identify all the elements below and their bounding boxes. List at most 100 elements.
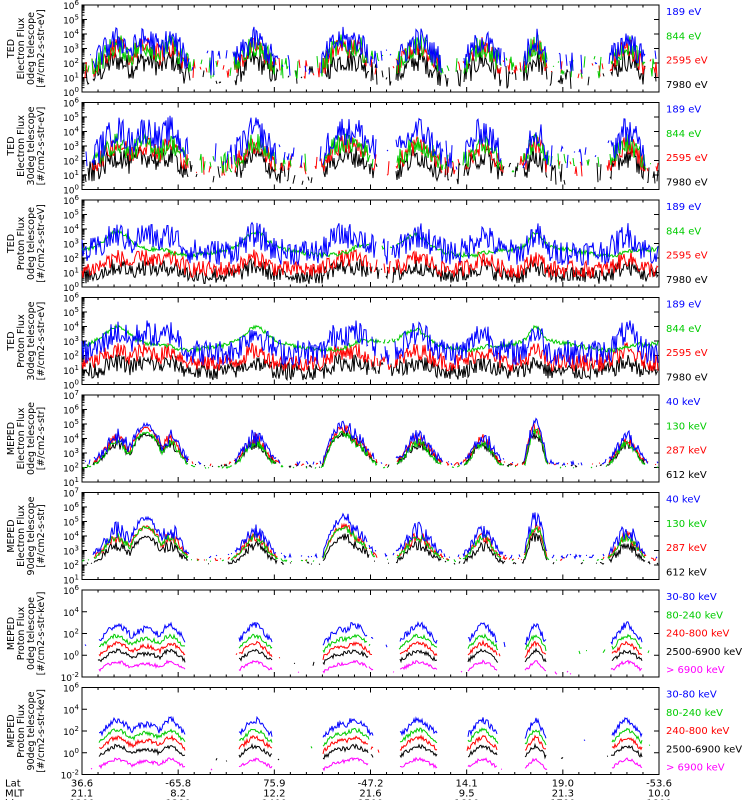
legend--6900-kev: > 6900 keV bbox=[666, 665, 725, 676]
series-trace-287-kev bbox=[93, 522, 657, 562]
x-tick-mlt: 21.1 bbox=[71, 789, 93, 800]
y-axis-label: MEPED Proton Flux 0deg telescope [#/cm2-s-s… bbox=[6, 592, 47, 676]
y-tick-label: 101 bbox=[63, 72, 79, 85]
legend-844-ev: 844 eV bbox=[666, 129, 701, 140]
y-tick-label: 104 bbox=[63, 433, 79, 446]
legend-7980-ev: 7980 eV bbox=[666, 178, 708, 189]
y-axis-label: TED Electron Flux 30deg telescope [#/cm2-s-… bbox=[6, 106, 47, 185]
y-label-line: MEPED bbox=[6, 519, 17, 552]
x-tick-lat: 75.9 bbox=[263, 779, 285, 790]
y-tick-label: 106 bbox=[63, 584, 79, 597]
y-axis-label: TED Proton Flux 30deg telescope [#/cm2-s-st… bbox=[6, 301, 47, 380]
y-tick-label: 102 bbox=[63, 628, 79, 641]
y-tick-label: 104 bbox=[63, 606, 79, 619]
y-tick-label: 106 bbox=[63, 682, 79, 695]
y-tick-label: 105 bbox=[63, 306, 79, 319]
y-tick-label: 102 bbox=[63, 57, 79, 70]
y-tick-label: 103 bbox=[63, 447, 79, 460]
x-tick-lat: 14.1 bbox=[456, 779, 478, 790]
y-tick-label: 102 bbox=[63, 252, 79, 265]
y-label-line: [#/cm2-s-str] bbox=[36, 407, 47, 470]
y-axis-label: MEPED Proton Flux 90deg telescope [#/cm2-s-… bbox=[6, 689, 47, 773]
panel-8: 10-2 100 102 104 106 MEPED Proton Flux 90deg te… bbox=[6, 682, 742, 782]
legend-844-ev: 844 eV bbox=[666, 31, 701, 42]
y-label-line: Electron Flux bbox=[16, 407, 27, 469]
y-label-line: [#/cm2-s-str-eV] bbox=[36, 9, 47, 88]
y-tick-label: 102 bbox=[63, 559, 79, 572]
series-trace-40-kev bbox=[92, 512, 658, 560]
y-tick-label: 103 bbox=[63, 545, 79, 558]
series-trace-2595-ev bbox=[84, 37, 658, 79]
y-tick-label: 105 bbox=[63, 209, 79, 222]
series-trace-80-240-kev bbox=[98, 727, 651, 749]
legend-189-ev: 189 eV bbox=[666, 300, 701, 311]
x-tick-mlt: 8.2 bbox=[170, 789, 186, 800]
legend-2500-6900-kev: 2500-6900 keV bbox=[666, 647, 742, 658]
y-label-line: 0deg telescope bbox=[26, 12, 37, 85]
y-tick-label: 104 bbox=[63, 126, 79, 139]
y-label-line: Electron Flux bbox=[16, 115, 27, 177]
y-label-line: 0deg telescope bbox=[26, 402, 37, 475]
legend-2595-ev: 2595 eV bbox=[666, 153, 708, 164]
x-tick-hhmm: 1200 bbox=[69, 799, 94, 800]
legend-612-kev: 612 keV bbox=[666, 568, 707, 579]
legend-844-ev: 844 eV bbox=[666, 324, 701, 335]
y-label-line: MEPED bbox=[6, 714, 17, 747]
legend-2595-ev: 2595 eV bbox=[666, 251, 708, 262]
x-tick-lat: -47.2 bbox=[358, 779, 384, 790]
y-tick-label: 102 bbox=[63, 725, 79, 738]
x-tick-lat: -65.8 bbox=[165, 779, 191, 790]
x-tick-lat: 36.6 bbox=[71, 779, 93, 790]
legend-130-kev: 130 keV bbox=[666, 421, 707, 432]
y-label-line: 90deg telescope bbox=[26, 496, 37, 575]
y-label-line: [#/cm2-s-str-keV] bbox=[36, 689, 47, 773]
y-tick-label: 100 bbox=[63, 379, 79, 392]
y-label-line: MEPED bbox=[6, 422, 17, 455]
x-tick-hhmm: 1800 bbox=[646, 799, 671, 800]
y-tick-label: 107 bbox=[63, 389, 79, 402]
y-tick-label: 102 bbox=[63, 155, 79, 168]
series-trace-240-800-kev bbox=[99, 641, 657, 660]
series-trace-287-kev bbox=[93, 423, 657, 467]
x-tick-mlt: 10.0 bbox=[648, 789, 670, 800]
y-axis-label: MEPED Electron Flux 90deg telescope [#/cm2-… bbox=[6, 496, 47, 575]
y-label-line: [#/cm2-s-str-keV] bbox=[36, 592, 47, 676]
y-tick-label: 106 bbox=[63, 0, 79, 12]
y-label-line: [#/cm2-s-str-eV] bbox=[36, 107, 47, 186]
y-tick-label: 101 bbox=[63, 476, 79, 489]
y-label-line: Electron Flux bbox=[16, 17, 27, 79]
y-label-line: 0deg telescope bbox=[26, 207, 37, 280]
y-label-line: 30deg telescope bbox=[26, 106, 37, 185]
y-tick-label: 10-2 bbox=[61, 769, 79, 782]
y-tick-label: 101 bbox=[63, 169, 79, 182]
y-tick-label: 106 bbox=[63, 501, 79, 514]
y-tick-label: 10-2 bbox=[61, 671, 79, 684]
y-tick-label: 105 bbox=[63, 111, 79, 124]
y-tick-label: 103 bbox=[63, 238, 79, 251]
series-trace--6900-kev bbox=[99, 660, 657, 674]
x-tick-hhmm: 1700 bbox=[550, 799, 575, 800]
y-tick-label: 100 bbox=[63, 184, 79, 197]
y-label-line: Electron Flux bbox=[16, 505, 27, 567]
legend-240-800-kev: 240-800 keV bbox=[666, 726, 730, 737]
y-label-line: TED bbox=[6, 331, 17, 351]
y-tick-label: 100 bbox=[63, 747, 79, 760]
x-tick-mlt: 21.6 bbox=[359, 789, 381, 800]
y-label-line: Proton Flux bbox=[16, 216, 27, 270]
legend-2595-ev: 2595 eV bbox=[666, 56, 708, 67]
plot-frame bbox=[81, 589, 660, 678]
x-tick-lat: -53.6 bbox=[646, 779, 672, 790]
y-tick-label: 101 bbox=[63, 364, 79, 377]
legend-2500-6900-kev: 2500-6900 keV bbox=[666, 744, 742, 755]
y-tick-label: 104 bbox=[63, 703, 79, 716]
series-trace-130-kev bbox=[82, 526, 658, 561]
series-trace-7980-ev bbox=[81, 257, 659, 285]
y-tick-label: 106 bbox=[63, 292, 79, 305]
x-tick-hhmm: 1500 bbox=[358, 799, 383, 800]
y-tick-label: 105 bbox=[63, 516, 79, 529]
legend-80-240-kev: 80-240 keV bbox=[666, 610, 723, 621]
